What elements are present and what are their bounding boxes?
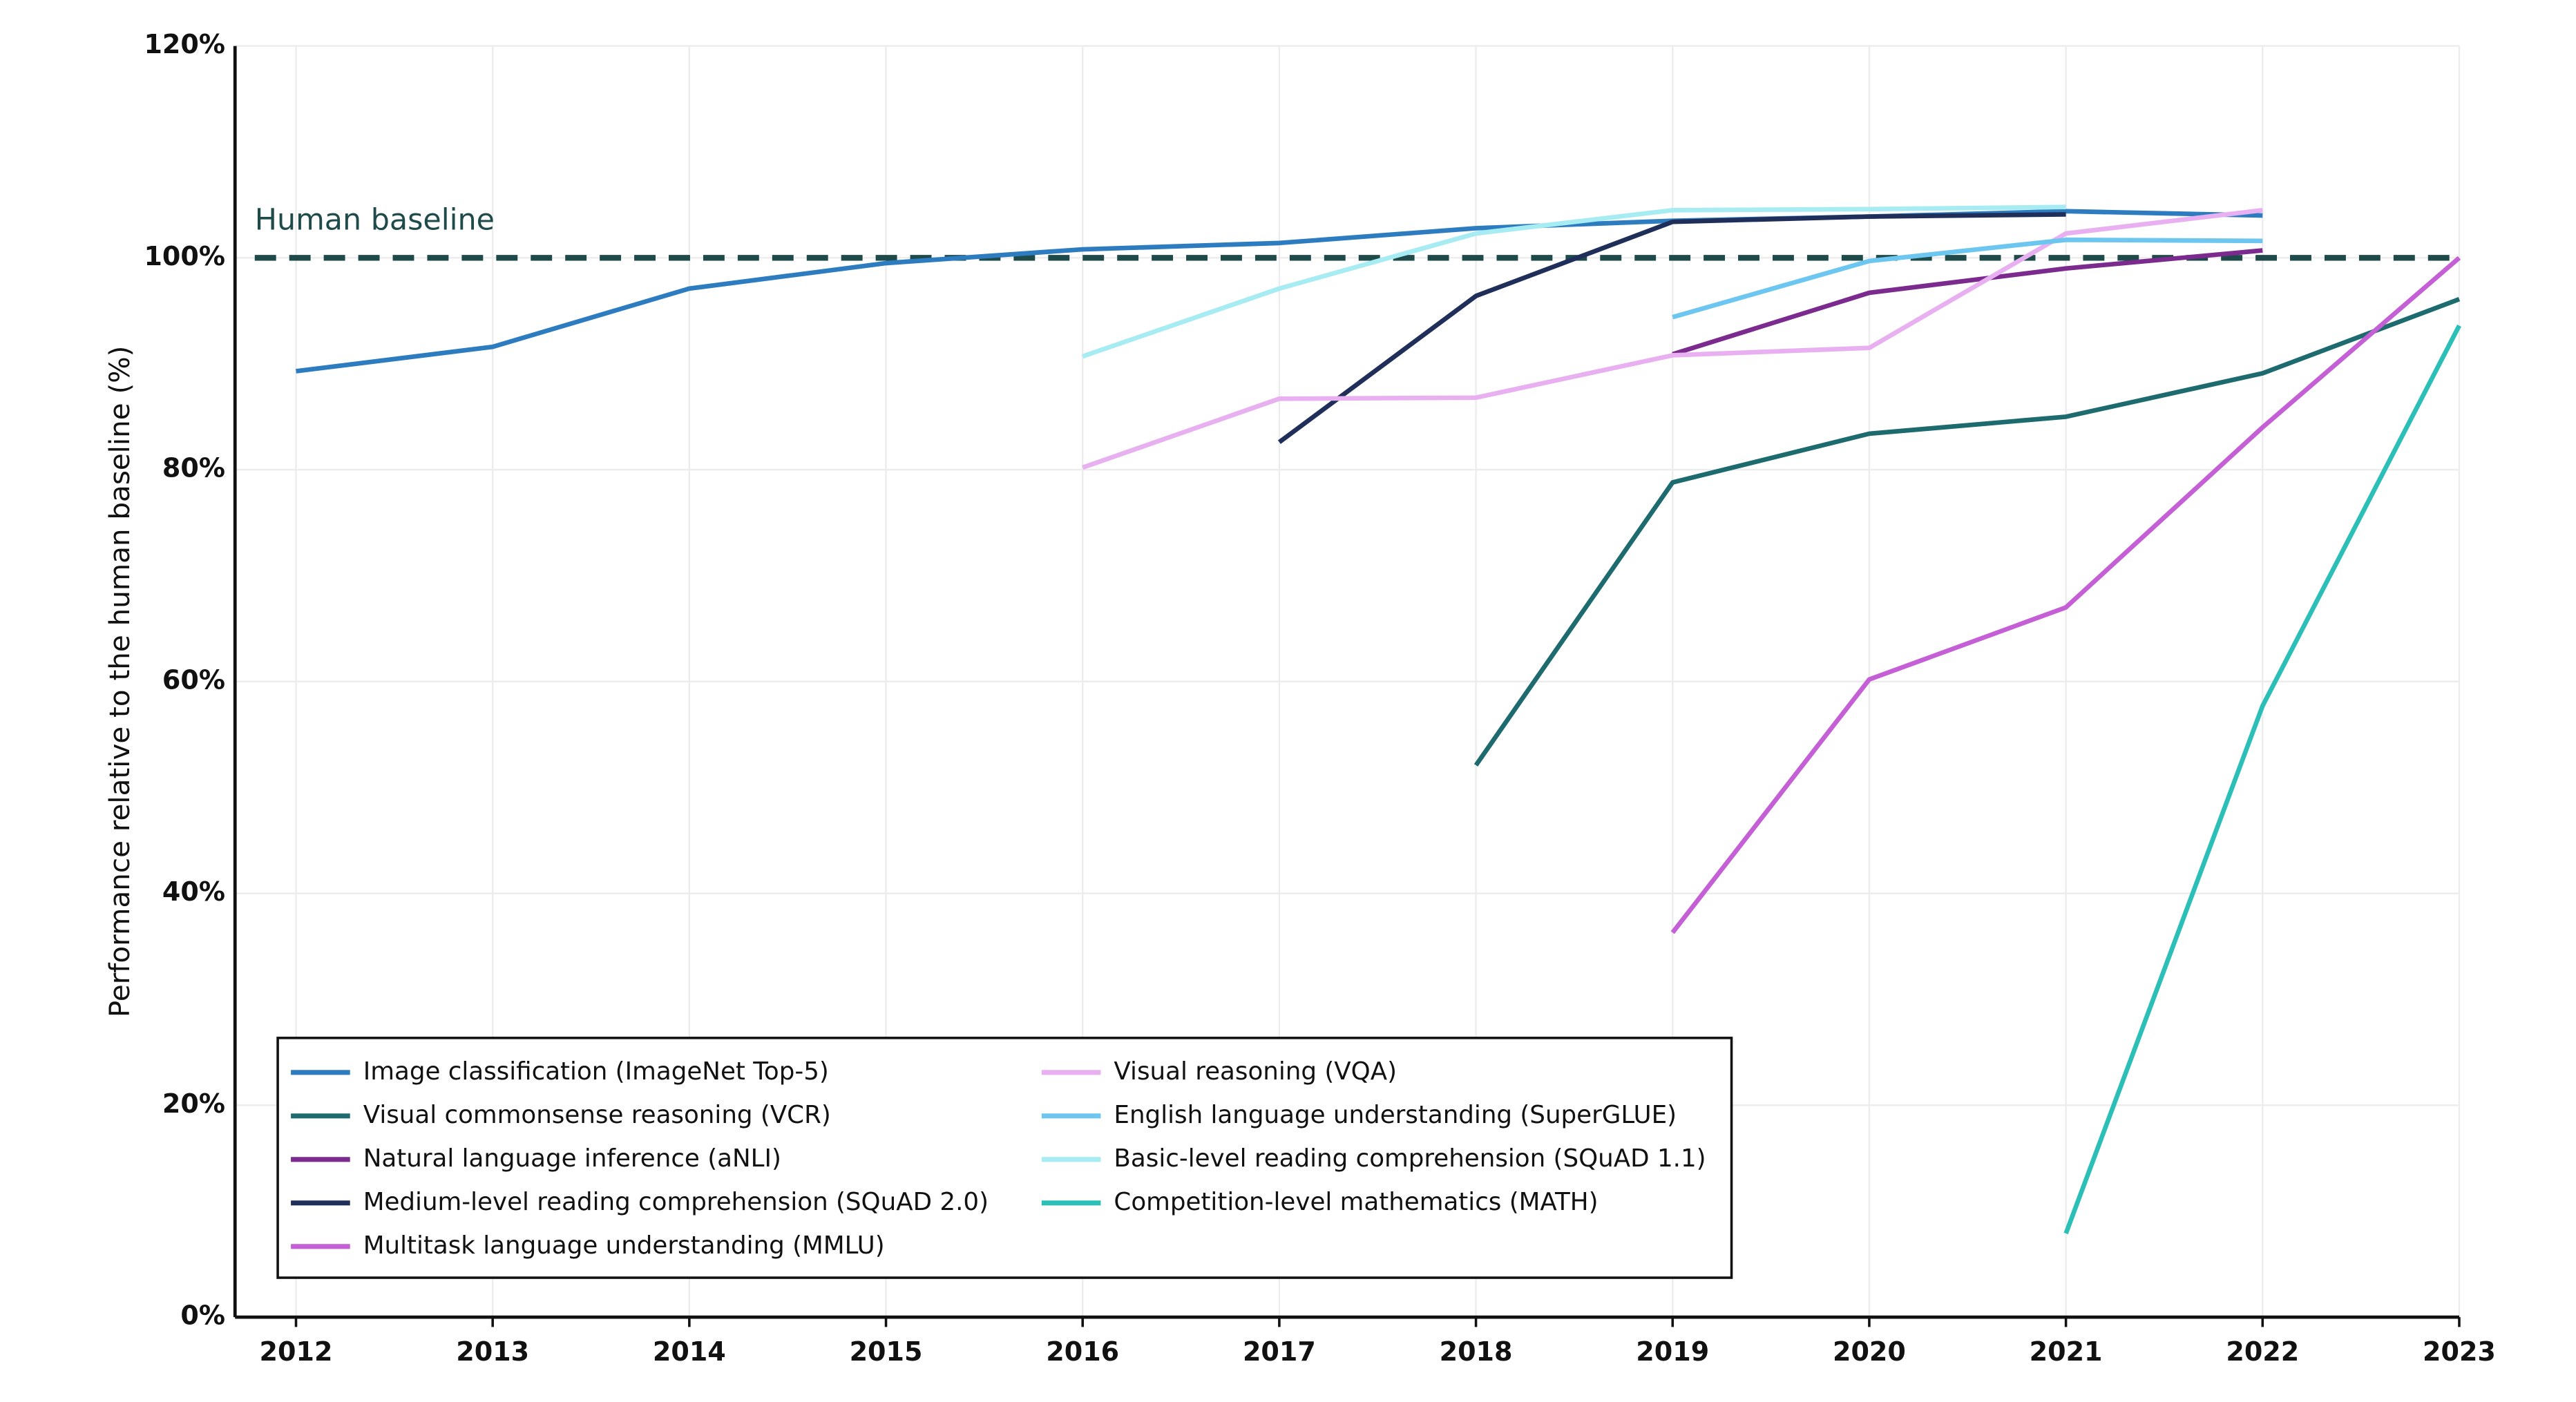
legend-label: Basic-level reading comprehension (SQuAD… bbox=[1114, 1144, 1706, 1173]
series-line bbox=[1672, 237, 2263, 320]
x-tick-label: 2023 bbox=[2423, 1336, 2496, 1367]
x-tick-label: 2016 bbox=[1046, 1336, 1119, 1367]
x-tick-label: 2018 bbox=[1440, 1336, 1513, 1367]
legend: Image classification (ImageNet Top-5) Vis… bbox=[276, 1037, 1733, 1279]
y-tick-label: 40% bbox=[162, 876, 225, 907]
series-line bbox=[2063, 324, 2461, 1235]
y-tick-label: 20% bbox=[162, 1088, 225, 1119]
x-tick-label: 2015 bbox=[850, 1336, 923, 1367]
series-line bbox=[1082, 204, 2066, 359]
legend-label: Natural language inference (aNLI) bbox=[363, 1144, 781, 1173]
x-tick-label: 2013 bbox=[456, 1336, 529, 1367]
series-line bbox=[1670, 256, 2461, 934]
x-tick-label: 2021 bbox=[2030, 1336, 2103, 1367]
y-tick-label: 100% bbox=[144, 241, 225, 271]
y-tick-label: 60% bbox=[162, 664, 225, 695]
x-tick-label: 2012 bbox=[260, 1336, 333, 1367]
legend-label: Multitask language understanding (MMLU) bbox=[363, 1231, 885, 1260]
x-tick-label: 2014 bbox=[653, 1336, 726, 1367]
x-tick-label: 2022 bbox=[2226, 1336, 2299, 1367]
legend-label: Visual commonsense reasoning (VCR) bbox=[363, 1101, 831, 1129]
baseline-label: Human baseline bbox=[255, 203, 495, 238]
legend-label: Medium-level reading comprehension (SQuA… bbox=[363, 1188, 989, 1216]
series-line bbox=[1672, 248, 2263, 357]
legend-label: English language understanding (SuperGLU… bbox=[1114, 1101, 1677, 1129]
y-tick-label: 0% bbox=[180, 1300, 225, 1331]
y-tick-label: 80% bbox=[162, 453, 225, 483]
x-tick-label: 2019 bbox=[1636, 1336, 1709, 1367]
series-line bbox=[1082, 208, 2263, 470]
x-tick-label: 2017 bbox=[1243, 1336, 1316, 1367]
series-line bbox=[1473, 297, 2461, 767]
legend-label: Competition-level mathematics (MATH) bbox=[1114, 1188, 1598, 1216]
x-tick-label: 2020 bbox=[1833, 1336, 1906, 1367]
legend-label: Image classification (ImageNet Top-5) bbox=[363, 1057, 829, 1086]
legend-box bbox=[276, 1037, 1733, 1279]
series-line bbox=[1277, 212, 2066, 444]
legend-label: Visual reasoning (VQA) bbox=[1114, 1057, 1397, 1086]
y-axis-label: Performance relative to the human baseli… bbox=[103, 346, 136, 1018]
y-tick-label: 120% bbox=[144, 29, 225, 59]
